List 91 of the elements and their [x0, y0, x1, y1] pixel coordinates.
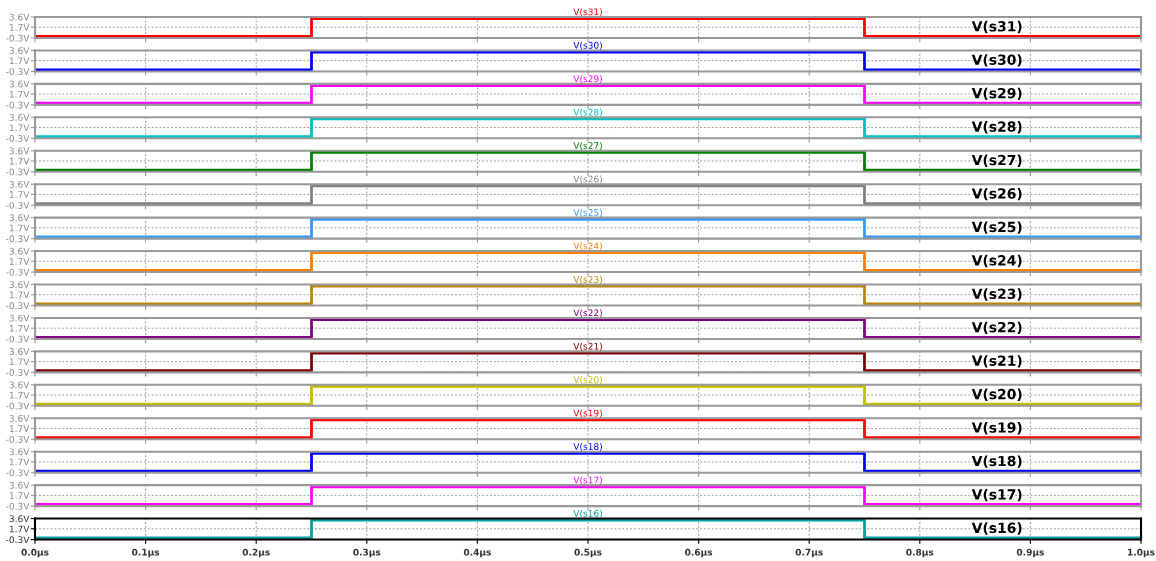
y-tick-label: 1.7V [9, 157, 30, 165]
y-tick-label: 3.6V [9, 481, 30, 489]
y-tick-label: -0.3V [6, 268, 30, 276]
annotation: V(s27) [971, 154, 1022, 167]
annotation: V(s21) [971, 355, 1022, 368]
chart-title: V(s21) [573, 342, 602, 351]
y-tick-label: 1.7V [9, 224, 30, 232]
y-tick-label: 1.7V [9, 458, 30, 466]
y-tick-label: -0.3V [6, 536, 30, 544]
x-tick-label: 0.9µs [1016, 548, 1044, 558]
y-tick-label: -0.3V [6, 101, 30, 109]
x-tick-label: 0.4µs [463, 548, 491, 558]
annotation: V(s28) [971, 121, 1022, 134]
annotation: V(s24) [971, 254, 1022, 268]
y-tick-label: 1.7V [9, 24, 30, 31]
y-tick-label: 3.6V [9, 281, 30, 289]
y-tick-label: 1.7V [9, 57, 30, 65]
y-tick-label: -0.3V [6, 135, 30, 142]
chart-title: V(s22) [573, 309, 602, 318]
y-tick-label: -0.3V [6, 502, 30, 510]
y-tick-label: -0.3V [6, 201, 30, 209]
chart-title: V(s18) [573, 442, 602, 451]
chart-title: V(s28) [573, 108, 602, 117]
x-tick-label: 0.5µs [574, 548, 602, 558]
y-tick-label: 3.6V [9, 47, 30, 54]
annotation: V(s20) [971, 388, 1022, 401]
chart-title: V(s26) [573, 175, 602, 184]
y-tick-label: 3.6V [9, 314, 30, 322]
chart-title: V(s30) [573, 41, 602, 50]
y-tick-label: 3.6V [9, 214, 30, 222]
y-tick-label: 3.6V [9, 448, 30, 456]
chart-title: V(s25) [573, 208, 602, 217]
chart-title: V(s27) [573, 142, 602, 151]
y-tick-label: 3.6V [9, 414, 30, 422]
y-tick-label: 1.7V [9, 358, 30, 366]
chart-title: V(s31) [573, 8, 602, 17]
y-tick-label: 3.6V [9, 180, 30, 188]
annotation: V(s16) [971, 522, 1022, 535]
chart-title: V(s29) [573, 75, 602, 84]
y-tick-label: -0.3V [6, 369, 30, 376]
annotation: V(s22) [971, 321, 1022, 335]
chart-title: V(s17) [573, 476, 602, 485]
chart-title: V(s19) [573, 409, 602, 418]
chart-title: V(s23) [573, 275, 602, 284]
y-tick-label: -0.3V [6, 235, 30, 243]
y-tick-label: 3.6V [9, 348, 30, 355]
chart-title: V(s24) [573, 242, 602, 251]
y-tick-label: -0.3V [6, 335, 30, 343]
y-tick-label: 1.7V [9, 90, 30, 98]
y-tick-label: 3.6V [9, 515, 30, 523]
chart-title: V(s20) [573, 376, 602, 385]
annotation: V(s26) [971, 187, 1022, 201]
y-tick-label: 1.7V [9, 391, 30, 399]
y-tick-label: 1.7V [9, 258, 30, 265]
x-tick-label: 0.1µs [132, 548, 160, 558]
x-tick-label: 0.8µs [906, 548, 934, 558]
x-tick-label: 0.7µs [795, 548, 823, 558]
y-tick-label: -0.3V [6, 168, 30, 176]
y-tick-label: 3.6V [9, 80, 30, 88]
x-tick-label: 0.3µs [353, 548, 381, 558]
y-tick-label: 1.7V [9, 191, 30, 198]
x-tick-label: 0.0µs [21, 548, 49, 558]
y-tick-label: 1.7V [9, 425, 30, 432]
y-tick-label: -0.3V [6, 34, 30, 42]
annotation: V(s19) [971, 422, 1022, 435]
y-tick-label: 1.7V [9, 124, 30, 131]
y-tick-label: 1.7V [9, 525, 30, 533]
annotation: V(s30) [971, 54, 1022, 67]
y-tick-label: 1.7V [9, 291, 30, 299]
chart-title: V(s16) [573, 509, 602, 518]
annotation: V(s17) [971, 488, 1022, 502]
annotation: V(s23) [971, 288, 1022, 301]
y-tick-label: -0.3V [6, 435, 30, 443]
y-tick-label: -0.3V [6, 302, 30, 310]
y-tick-label: -0.3V [6, 68, 30, 75]
y-tick-label: 3.6V [9, 114, 30, 121]
y-tick-label: 3.6V [9, 147, 30, 155]
x-tick-label: 0.2µs [242, 548, 270, 558]
annotation: V(s31) [971, 20, 1022, 34]
y-tick-label: 3.6V [9, 381, 30, 389]
y-tick-label: 3.6V [9, 247, 30, 255]
y-tick-label: -0.3V [6, 402, 30, 410]
y-tick-label: 1.7V [9, 492, 30, 499]
y-tick-label: 3.6V [9, 13, 30, 21]
x-tick-label: 1.0µs [1128, 548, 1155, 558]
x-tick-label: 0.6µs [685, 548, 713, 558]
annotation: V(s25) [971, 221, 1022, 234]
annotation: V(s18) [971, 455, 1022, 468]
y-tick-label: 1.7V [9, 325, 30, 332]
y-tick-label: -0.3V [6, 469, 30, 477]
annotation: V(s29) [971, 87, 1022, 101]
